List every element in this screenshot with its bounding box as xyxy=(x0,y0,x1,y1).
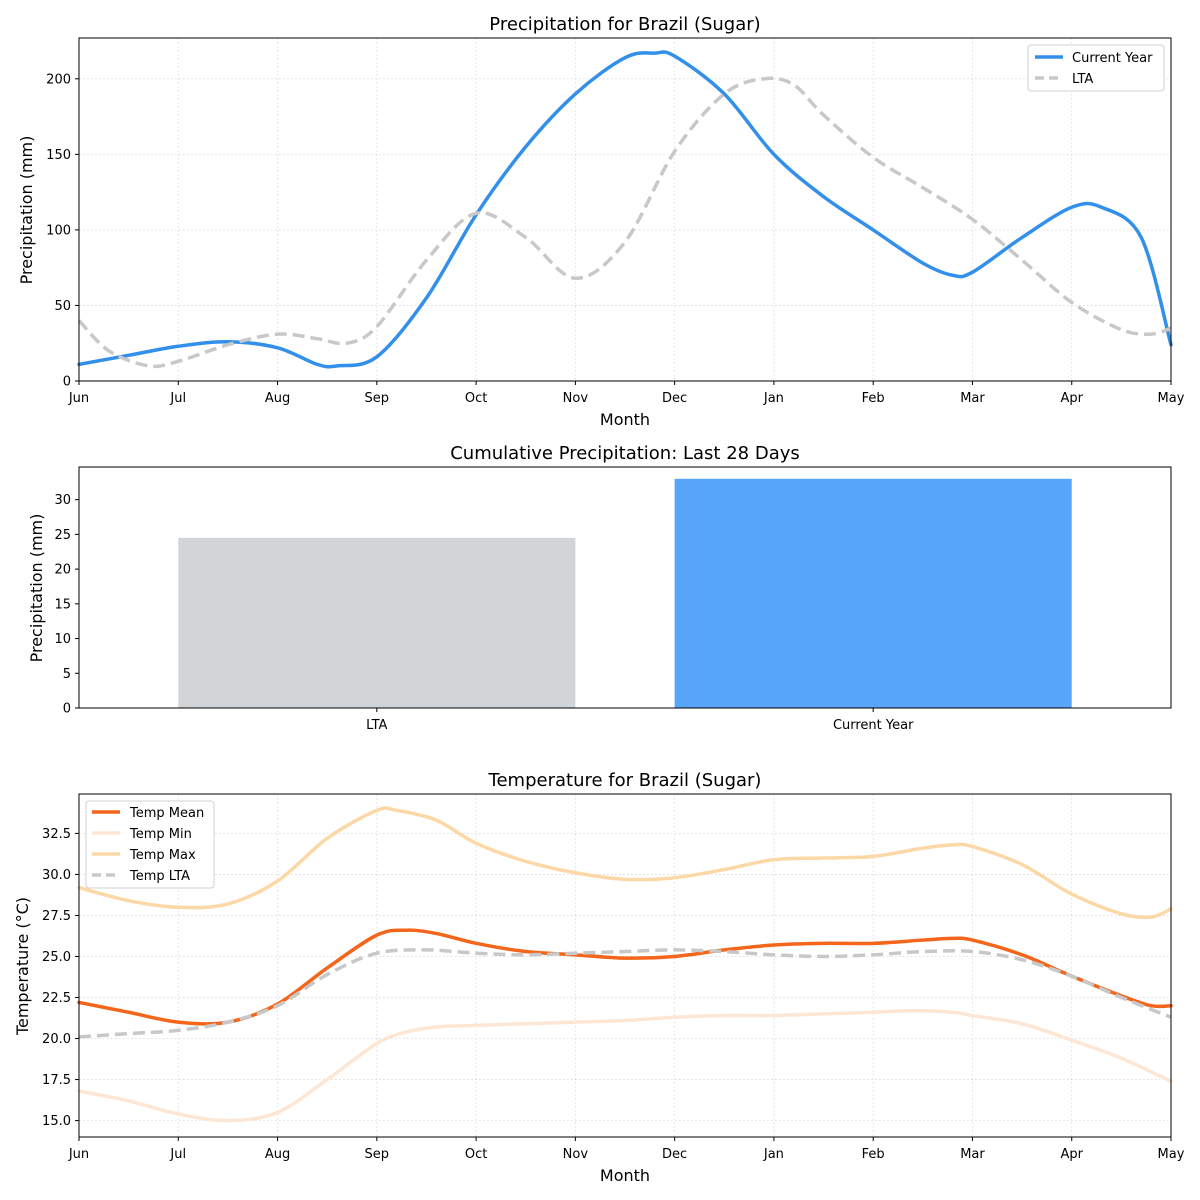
chart2-bars xyxy=(178,478,1072,708)
chart3-title: Temperature for Brazil (Sugar) xyxy=(488,770,762,791)
chart2-frame xyxy=(78,466,1172,709)
series-line-temp-max xyxy=(77,806,1173,920)
chart3-x-axis-label: Month xyxy=(600,1166,650,1185)
chart3-legend: Temp Mean Temp Min Temp Max Temp LTA xyxy=(85,800,215,889)
x-tick-label-jul: Jul xyxy=(169,1147,186,1162)
x-tick-label-dec: Dec xyxy=(662,391,687,406)
legend-label-current-year: Current Year xyxy=(1072,51,1153,66)
bar-current-year xyxy=(674,478,1072,708)
bar-lta xyxy=(178,537,576,708)
legend-label-temp-lta: Temp LTA xyxy=(129,869,190,884)
x-tick-label-oct: Oct xyxy=(465,1147,487,1162)
chart1-grid xyxy=(78,38,1172,382)
chart1-y-ticks: 0 50 100 150 200 xyxy=(46,72,79,390)
x-tick-label-feb: Feb xyxy=(862,1147,885,1162)
chart1-x-axis-label: Month xyxy=(600,410,650,429)
x-tick-label-feb: Feb xyxy=(862,391,885,406)
x-tick-label-nov: Nov xyxy=(563,391,589,406)
x-tick-label-current-year: Current Year xyxy=(833,718,914,733)
chart3-y-ticks: 15.0 17.5 20.0 22.5 25.0 27.5 30.0 32.5 xyxy=(42,827,79,1129)
y-tick-label: 17.5 xyxy=(42,1073,71,1088)
series-line-current-year xyxy=(77,50,1173,369)
precipitation-line-chart: Precipitation for Brazil (Sugar) Jun Jul A… xyxy=(17,14,1185,429)
x-tick-label-sep: Sep xyxy=(365,391,390,406)
chart3-y-axis-label: Temperature (°C) xyxy=(13,897,32,1036)
x-tick-label-jan: Jan xyxy=(763,391,784,406)
x-tick-label-may: May xyxy=(1158,391,1185,406)
x-tick-label-jun: Jun xyxy=(68,1147,89,1162)
chart1-legend: Current Year LTA xyxy=(1027,44,1165,92)
y-tick-label: 30 xyxy=(54,493,71,508)
y-tick-label: 15.0 xyxy=(42,1114,71,1129)
x-tick-label-oct: Oct xyxy=(465,391,487,406)
y-tick-label: 25 xyxy=(54,528,71,543)
x-tick-label-aug: Aug xyxy=(265,391,290,406)
legend-label-temp-max: Temp Max xyxy=(129,848,196,863)
x-tick-label-apr: Apr xyxy=(1060,1147,1083,1162)
x-tick-label-may: May xyxy=(1158,1147,1185,1162)
x-tick-label-mar: Mar xyxy=(960,391,985,406)
y-tick-label: 0 xyxy=(63,702,71,717)
chart1-title: Precipitation for Brazil (Sugar) xyxy=(489,14,760,35)
legend-label-temp-min: Temp Min xyxy=(129,827,192,842)
chart2-x-ticks: LTA Current Year xyxy=(366,708,914,733)
series-line-lta xyxy=(77,76,1172,369)
series-line-temp-lta xyxy=(78,948,1172,1039)
chart3-legend-box xyxy=(85,800,215,889)
x-tick-label-dec: Dec xyxy=(662,1147,687,1162)
temperature-line-chart: Temperature for Brazil (Sugar) Jun Jul Aug… xyxy=(13,770,1185,1185)
chart1-x-ticks: Jun Jul Aug Sep Oct Nov Dec Jan Feb Mar Apr May xyxy=(68,381,1185,406)
series-line-temp-min xyxy=(77,1008,1173,1123)
y-tick-label: 20 xyxy=(54,563,71,578)
y-tick-label: 15 xyxy=(54,597,71,612)
series-line-temp-mean xyxy=(77,928,1173,1026)
y-tick-label: 100 xyxy=(46,223,71,238)
chart3-series xyxy=(77,806,1173,1123)
x-tick-label-mar: Mar xyxy=(960,1147,985,1162)
y-tick-label: 32.5 xyxy=(42,827,71,842)
x-tick-label-jun: Jun xyxy=(68,391,89,406)
chart2-title: Cumulative Precipitation: Last 28 Days xyxy=(450,443,800,464)
chart2-y-axis-label: Precipitation (mm) xyxy=(27,514,46,663)
x-tick-label-sep: Sep xyxy=(365,1147,390,1162)
y-tick-label: 25.0 xyxy=(42,950,71,965)
chart1-frame xyxy=(78,37,1172,382)
y-tick-label: 150 xyxy=(46,148,71,163)
y-tick-label: 200 xyxy=(46,72,71,87)
x-tick-label-aug: Aug xyxy=(265,1147,290,1162)
x-tick-label-nov: Nov xyxy=(563,1147,589,1162)
y-tick-label: 5 xyxy=(63,667,71,682)
x-tick-label-jul: Jul xyxy=(169,391,186,406)
y-tick-label: 10 xyxy=(54,632,71,647)
y-tick-label: 0 xyxy=(63,375,71,390)
cumulative-bar-chart: Cumulative Precipitation: Last 28 Days L… xyxy=(27,443,1172,733)
x-tick-label-lta: LTA xyxy=(366,718,387,733)
x-tick-label-apr: Apr xyxy=(1060,391,1083,406)
legend-label-lta: LTA xyxy=(1072,72,1093,87)
legend-label-temp-mean: Temp Mean xyxy=(129,806,204,821)
chart1-y-axis-label: Precipitation (mm) xyxy=(17,136,36,285)
y-tick-label: 30.0 xyxy=(42,868,71,883)
chart1-series xyxy=(77,50,1173,369)
x-tick-label-jan: Jan xyxy=(763,1147,784,1162)
y-tick-label: 22.5 xyxy=(42,991,71,1006)
y-tick-label: 27.5 xyxy=(42,909,71,924)
chart3-frame xyxy=(78,793,1172,1138)
chart2-y-ticks: 0 5 10 15 20 25 30 xyxy=(54,493,79,717)
y-tick-label: 50 xyxy=(54,299,71,314)
y-tick-label: 20.0 xyxy=(42,1032,71,1047)
chart3-grid xyxy=(78,794,1172,1137)
chart3-x-ticks: Jun Jul Aug Sep Oct Nov Dec Jan Feb Mar Apr May xyxy=(68,1137,1185,1162)
